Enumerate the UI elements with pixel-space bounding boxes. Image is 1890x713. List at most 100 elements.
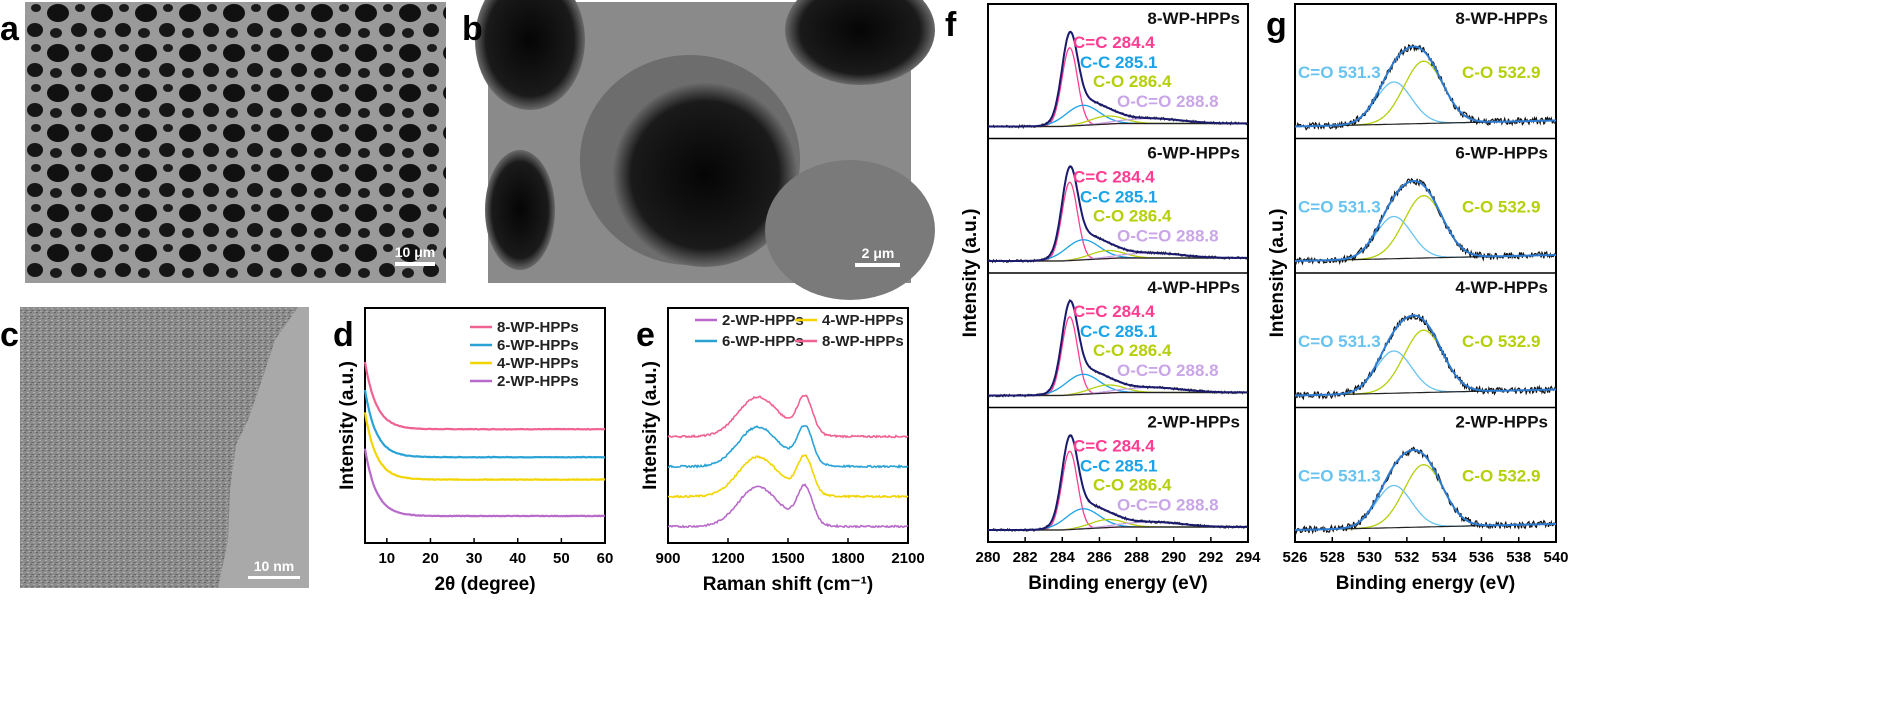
peak-label-C-O: C-O 286.4 [1093, 476, 1172, 495]
panel-label-c: c [0, 316, 19, 354]
x-tick-label: 30 [466, 550, 483, 567]
y-axis-title: Intensity (a.u.) [1267, 209, 1288, 338]
x-tick-label: 20 [422, 550, 439, 567]
series-line-2-WP-HPPs [363, 448, 606, 518]
legend-label: 8-WP-HPPs [822, 333, 904, 350]
peak-label-C=C: C=C 284.4 [1073, 168, 1155, 187]
peak-label-C=C: C=C 284.4 [1073, 33, 1155, 52]
series-line-8-WP-HPPs [363, 361, 606, 431]
x-tick-label: 2100 [891, 550, 924, 567]
x-tick-label: 540 [1543, 549, 1568, 566]
x-tick-label: 284 [1050, 549, 1076, 566]
sample-label: 4-WP-HPPs [1455, 278, 1548, 297]
scale-bar-b-label: 2 μm [862, 245, 895, 261]
component-C=O [1295, 350, 1556, 397]
envelope-fit [1295, 449, 1556, 531]
envelope-fit [1295, 314, 1556, 397]
peak-label-C-C: C-C 285.1 [1080, 53, 1157, 72]
component-C=O [1295, 484, 1556, 531]
panel-c-tem-image: 10 nm [20, 307, 309, 588]
chart-f-xps-c1s: 280 282 284 286 288 290 292 294 Binding energy (… [960, 3, 1261, 594]
sample-label: 8-WP-HPPs [1147, 9, 1240, 28]
envelope-fit [988, 165, 1248, 262]
x-axis-title: Binding energy (eV) [1028, 573, 1207, 594]
chart-g-xps-o1s: 526 528 530 532 534 536 538 540 Binding energy (… [1267, 3, 1569, 594]
raw-spectrum [1294, 44, 1557, 131]
legend-label: 6-WP-HPPs [497, 337, 579, 354]
sample-label: 8-WP-HPPs [1455, 9, 1548, 28]
x-tick-label: 526 [1282, 549, 1307, 566]
x-tick-label: 528 [1320, 549, 1345, 566]
x-tick-label: 538 [1506, 549, 1531, 566]
x-tick-label: 1200 [711, 550, 744, 567]
peak-label-C-O: C-O 286.4 [1093, 341, 1172, 360]
peak-label-C=O: C=O 531.3 [1298, 198, 1381, 217]
panel-label-d: d [333, 316, 354, 354]
legend-label: 4-WP-HPPs [822, 312, 904, 329]
peak-label-C=O: C=O 531.3 [1298, 332, 1381, 351]
panel-b-sem-image: 2 μm [475, 0, 935, 300]
scale-bar-c [248, 576, 300, 579]
x-tick-label: 10 [378, 550, 395, 567]
raw-spectrum [1294, 446, 1557, 536]
sample-label: 6-WP-HPPs [1147, 144, 1240, 163]
x-axis-title: Raman shift (cm⁻¹) [703, 574, 874, 595]
legend-label: 2-WP-HPPs [722, 312, 804, 329]
panel-label-f: f [945, 6, 957, 44]
scale-bar-c-label: 10 nm [254, 558, 294, 574]
legend-label: 8-WP-HPPs [497, 319, 579, 336]
peak-label-C=C: C=C 284.4 [1073, 437, 1155, 456]
y-axis-title: Intensity (a.u.) [640, 361, 661, 490]
chart-d-xrd: 10 20 30 40 50 60 2θ (degree) Intensity (a.u.) 8… [337, 307, 614, 595]
x-tick-label: 280 [975, 549, 1000, 566]
x-tick-label: 60 [597, 550, 614, 567]
series-line-2-WP-HPPs [667, 483, 909, 529]
series-line-4-WP-HPPs [667, 454, 909, 499]
envelope-fit [988, 434, 1248, 531]
series-line-6-WP-HPPs [363, 389, 606, 459]
component-C=O [1295, 215, 1556, 262]
series-line-8-WP-HPPs [667, 394, 909, 439]
panel-label-g: g [1266, 6, 1287, 44]
peak-label-C-O: C-O 532.9 [1462, 198, 1540, 217]
peak-label-C-O: C-O 286.4 [1093, 72, 1172, 91]
envelope-fit [988, 299, 1248, 397]
peak-label-C=O: C=O 531.3 [1298, 467, 1381, 486]
x-axis-title: 2θ (degree) [434, 574, 535, 595]
x-tick-label: 288 [1124, 549, 1149, 566]
sample-label: 4-WP-HPPs [1147, 278, 1240, 297]
peak-label-C-O: C-O 532.9 [1462, 332, 1540, 351]
panel-label-e: e [636, 316, 655, 354]
chart-e-raman: 900 1200 1500 1800 2100 Raman shift (cm⁻¹) Int… [640, 307, 925, 595]
x-tick-label: 536 [1469, 549, 1494, 566]
panel-label-b: b [462, 10, 483, 48]
peak-label-C-O: C-O 532.9 [1462, 467, 1540, 486]
peak-label-C-C: C-C 285.1 [1080, 188, 1157, 207]
scale-bar-a [395, 262, 435, 266]
x-tick-label: 50 [553, 550, 570, 567]
y-axis-title: Intensity (a.u.) [960, 209, 981, 338]
x-tick-label: 900 [655, 550, 680, 567]
x-tick-label: 286 [1087, 549, 1112, 566]
y-axis-title: Intensity (a.u.) [337, 361, 358, 490]
peak-label-C=C: C=C 284.4 [1073, 302, 1155, 321]
peak-label-C=O: C=O 531.3 [1298, 63, 1381, 82]
legend-label: 6-WP-HPPs [722, 333, 804, 350]
panel-label-a: a [0, 10, 20, 48]
sample-label: 6-WP-HPPs [1455, 144, 1548, 163]
peak-label-O-C=O: O-C=O 288.8 [1117, 496, 1219, 515]
envelope-fit [1295, 45, 1556, 128]
peak-label-C-O: C-O 532.9 [1462, 63, 1540, 82]
x-tick-label: 40 [509, 550, 526, 567]
legend-label: 2-WP-HPPs [497, 373, 579, 390]
x-tick-label: 530 [1357, 549, 1382, 566]
raw-spectrum [1294, 177, 1557, 266]
scale-bar-a-label: 10 μm [395, 244, 435, 260]
x-axis-title: Binding energy (eV) [1336, 573, 1515, 594]
legend-label: 4-WP-HPPs [497, 355, 579, 372]
component-C=O [1295, 81, 1556, 128]
peak-label-C-O: C-O 286.4 [1093, 207, 1172, 226]
x-tick-label: 290 [1161, 549, 1186, 566]
x-tick-label: 534 [1432, 549, 1458, 566]
